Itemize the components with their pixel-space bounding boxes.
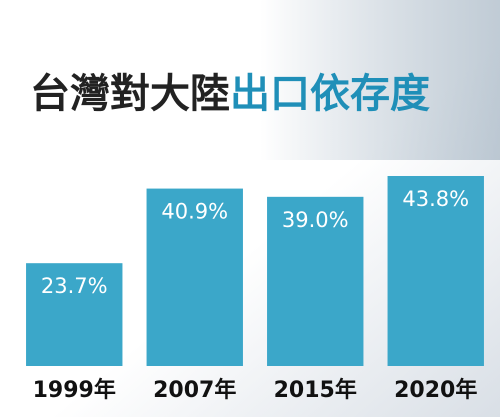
x-tick-label: 2015年 (274, 377, 357, 403)
bar (387, 176, 484, 366)
value-label: 43.8% (402, 187, 469, 211)
title-part: 出口依存度 (230, 71, 430, 117)
bar (26, 263, 123, 366)
chart-title: 台灣對大陸出口依存度 (30, 71, 430, 117)
x-tick-label: 2020年 (394, 377, 477, 403)
bar (267, 196, 364, 366)
value-label: 23.7% (41, 274, 108, 298)
value-label: 39.0% (282, 208, 349, 232)
photo-backdrop (260, 0, 500, 160)
value-label: 40.9% (161, 200, 228, 224)
x-tick-label: 2007年 (153, 377, 236, 403)
title-part: 台灣對大陸 (30, 71, 230, 117)
bar (146, 188, 243, 366)
x-tick-label: 1999年 (33, 377, 116, 403)
